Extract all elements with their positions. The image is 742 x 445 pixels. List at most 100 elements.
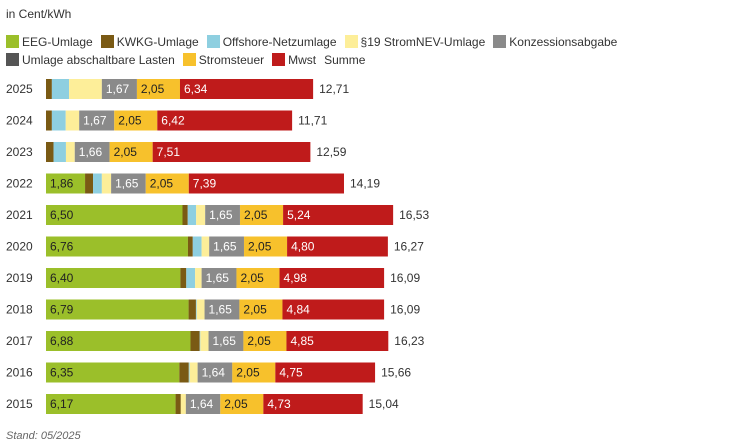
data-label: 2,05: [118, 114, 142, 128]
data-label: 6,50: [50, 208, 74, 222]
bar-segment-kwkg-umlage: [179, 362, 189, 383]
data-label: 1,65: [213, 240, 237, 254]
data-label: 6,88: [50, 334, 74, 348]
bar-segment-stromsteuer: [243, 331, 287, 351]
bar-segment-offshore-netzumlage: [195, 299, 197, 320]
legend-label: §19 StromNEV-Umlage: [360, 35, 486, 49]
data-label: 6,42: [161, 114, 185, 128]
bar-row-2023: 2023 1,66 2,05 7,51 12,59: [6, 142, 347, 162]
data-label: 1,67: [83, 114, 107, 128]
data-label: 1,64: [202, 366, 226, 380]
total-label: 16,09: [390, 303, 420, 317]
bar-segment-offshore-netzumlage: [53, 142, 66, 162]
bar-row-2021: 2021 6,50 1,65 2,05 5,24 16,53: [6, 205, 429, 225]
legend-label: Konzessionsabgabe: [509, 35, 618, 49]
total-label: 12,59: [316, 145, 346, 159]
total-label: 16,09: [390, 271, 420, 285]
total-label: 16,23: [394, 334, 424, 348]
total-label: 15,04: [369, 397, 399, 411]
bar-segment-mwst: [188, 173, 344, 194]
bar-row-2016: 2016 6,35 1,64 2,05 4,75 15,66: [6, 362, 411, 383]
bar-segment-kwkg-umlage: [182, 205, 188, 225]
legend-swatch: [100, 35, 114, 48]
bar-segment-stromsteuer: [240, 205, 284, 225]
bar-segment-konzessionsabgabe: [208, 331, 244, 351]
bar-segment-mwst: [157, 110, 293, 131]
chart-legend: EEG-Umlage KWKG-Umlage Offshore-Netzumlage…: [6, 33, 736, 69]
legend-item-offshore-netzumlage: Offshore-Netzumlage: [206, 33, 337, 51]
data-label: 6,35: [50, 366, 74, 380]
legend-swatch: [182, 53, 196, 66]
data-label: 6,76: [50, 240, 74, 254]
bar-segment-stromsteuer: [232, 362, 276, 383]
bar-segment-stromsteuer: [136, 79, 180, 99]
data-label: 7,51: [157, 145, 181, 159]
data-label: 2,05: [224, 397, 248, 411]
bar-segment-19-stromnev-umlage: [101, 173, 112, 194]
bar-segment-kwkg-umlage: [46, 142, 54, 162]
legend-label: Mwst: [288, 53, 317, 67]
bar-segment-konzessionsabgabe: [101, 79, 137, 99]
legend-label: Stromsteuer: [198, 53, 265, 67]
legend-item-stromsteuer: Stromsteuer: [182, 51, 265, 69]
data-label: 2,05: [141, 82, 165, 96]
bar-segment-mwst: [287, 236, 388, 257]
bar-segment-offshore-netzumlage: [187, 205, 197, 225]
data-label: 1,67: [106, 82, 130, 96]
bar-segment-19-stromnev-umlage: [195, 268, 202, 288]
total-label: 11,71: [298, 114, 327, 128]
bar-segment-offshore-netzumlage: [51, 79, 70, 99]
legend-item-kwkg-umlage: KWKG-Umlage: [100, 33, 199, 51]
bar-segment-konzessionsabgabe: [197, 362, 233, 383]
bar-segment-stromsteuer: [239, 299, 283, 320]
category-label: 2016: [6, 366, 33, 380]
data-label: 1,65: [115, 177, 139, 191]
bar-segment-kwkg-umlage: [85, 173, 94, 194]
bar-segment-offshore-netzumlage: [93, 173, 102, 194]
category-label: 2024: [6, 114, 33, 128]
data-label: 1,65: [213, 334, 237, 348]
bar-segment-konzessionsabgabe: [204, 299, 240, 320]
data-label: 2,05: [114, 145, 138, 159]
bar-segment-mwst: [282, 299, 385, 320]
data-label: 4,75: [279, 366, 303, 380]
bar-segment-stromsteuer: [220, 394, 264, 414]
data-label: 4,80: [291, 240, 315, 254]
bar-segment-kwkg-umlage: [190, 331, 200, 351]
bar-segment-offshore-netzumlage: [186, 268, 196, 288]
bar-segment-19-stromnev-umlage: [65, 142, 75, 162]
data-label: 2,05: [243, 303, 267, 317]
legend-swatch: [206, 35, 220, 48]
bar-segment-19-stromnev-umlage: [189, 362, 198, 383]
legend-item-19-stromnev-umlage: §19 StromNEV-Umlage: [344, 33, 486, 51]
bar-segment-kwkg-umlage: [187, 236, 193, 257]
data-label: 7,39: [193, 177, 217, 191]
category-label: 2015: [6, 397, 33, 411]
legend-item-summe: Summe: [324, 51, 365, 69]
bar-segment-eeg-umlage: [46, 236, 188, 257]
data-label: 2,05: [248, 240, 272, 254]
bar-segment-mwst: [152, 142, 311, 162]
data-label: 1,86: [50, 177, 74, 191]
bar-segment-konzessionsabgabe: [205, 205, 240, 225]
bar-row-2020: 2020 6,76 1,65 2,05 4,80 16,27: [6, 236, 424, 257]
bar-segment-eeg-umlage: [46, 331, 191, 351]
bar-segment-eeg-umlage: [46, 173, 86, 194]
bar-segment-stromsteuer: [145, 173, 189, 194]
legend-label: Offshore-Netzumlage: [222, 35, 337, 49]
legend-label: Summe: [324, 53, 366, 67]
bar-segment-stromsteuer: [114, 110, 158, 131]
category-label: 2021: [6, 208, 33, 222]
bar-segment-mwst: [275, 362, 376, 383]
bar-segment-mwst: [263, 394, 363, 414]
bar-segment-19-stromnev-umlage: [196, 205, 206, 225]
bar-segment-mwst: [179, 79, 314, 99]
bar-segment-konzessionsabgabe: [185, 394, 221, 414]
bar-segment-eeg-umlage: [46, 394, 176, 414]
bar-segment-stromsteuer: [236, 268, 280, 288]
bar-segment-konzessionsabgabe: [79, 110, 115, 131]
bar-segment-kwkg-umlage: [188, 299, 196, 320]
legend-swatch: [272, 53, 286, 66]
bar-segment-mwst: [283, 205, 394, 225]
legend-item-umlage-abschaltbare-lasten: Umlage abschaltbare Lasten: [6, 51, 175, 69]
